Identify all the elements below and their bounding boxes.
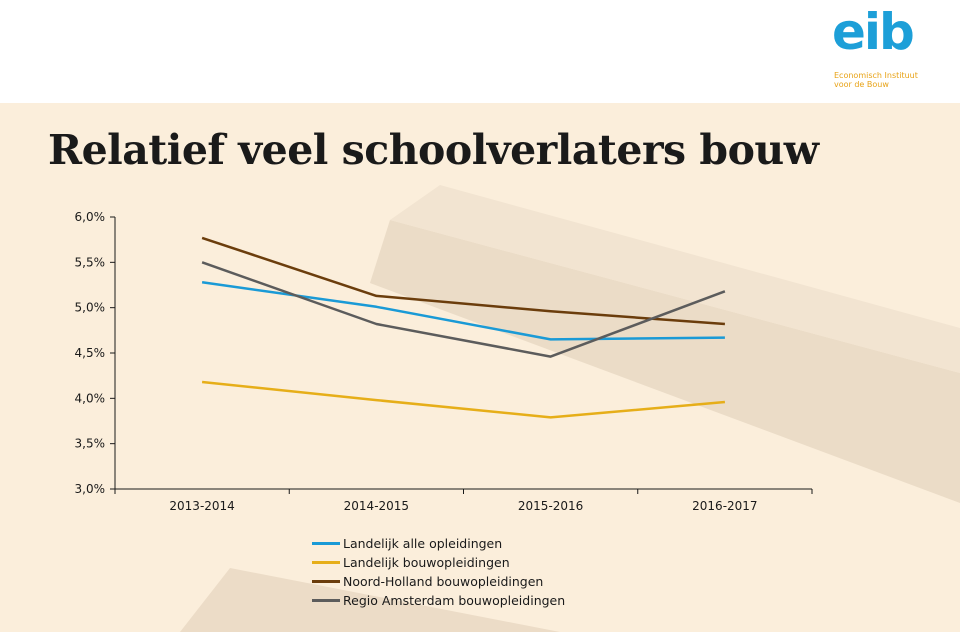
logo-wordmark: eib (832, 3, 915, 61)
logo-subtitle-line-2: voor de Bouw (834, 80, 889, 89)
series-line-1 (201, 281, 725, 341)
x-tick-label: 2014-2015 (344, 499, 409, 513)
x-tick-label: 2013-2014 (169, 499, 234, 513)
legend-label: Regio Amsterdam bouwopleidingen (343, 593, 566, 608)
y-tick-label: 4,0% (75, 391, 106, 405)
eib-logo: eib Economisch Instituut voor de Bouw (828, 3, 940, 94)
y-ticks: 3,0% 3,5% 4,0% 4,5% 5,0% 5,5% 6,0% (75, 210, 115, 496)
header-bar: eib Economisch Instituut voor de Bouw (0, 0, 960, 103)
beam-shape-small (180, 568, 560, 632)
legend-swatch (312, 561, 340, 564)
beam-shape-large (370, 220, 960, 503)
x-tick-label: 2016-2017 (692, 499, 757, 513)
slide-title: Relatief veel schoolverlaters bouw (48, 126, 819, 174)
slide-background (0, 103, 960, 632)
y-tick-label: 3,0% (75, 482, 106, 496)
legend-label: Landelijk alle opleidingen (343, 536, 503, 551)
y-tick-label: 5,0% (75, 301, 106, 315)
series-lines (201, 236, 726, 419)
x-tick-label: 2015-2016 (518, 499, 583, 513)
legend-swatch (312, 580, 340, 583)
x-ticks: 2013-2014 2014-2015 2015-2016 2016-2017 (114, 489, 813, 513)
y-tick-label: 4,5% (75, 346, 106, 360)
y-tick-label: 3,5% (75, 437, 106, 451)
decorative-beams (180, 185, 960, 632)
y-tick-label: 6,0% (75, 210, 106, 224)
logo-subtitle: Economisch Instituut voor de Bouw (834, 71, 918, 89)
series-line-4 (201, 261, 726, 358)
series-line-3 (201, 236, 725, 326)
y-tick-label: 5,5% (75, 255, 106, 269)
beam-shape-large-face (390, 185, 960, 373)
chart-axes (114, 217, 812, 490)
legend-label: Noord-Holland bouwopleidingen (343, 574, 544, 589)
series-line-2 (201, 380, 726, 419)
legend-label: Landelijk bouwopleidingen (343, 555, 510, 570)
legend-swatch (312, 599, 340, 602)
logo-subtitle-line-1: Economisch Instituut (834, 71, 918, 80)
legend-swatch (312, 542, 340, 545)
